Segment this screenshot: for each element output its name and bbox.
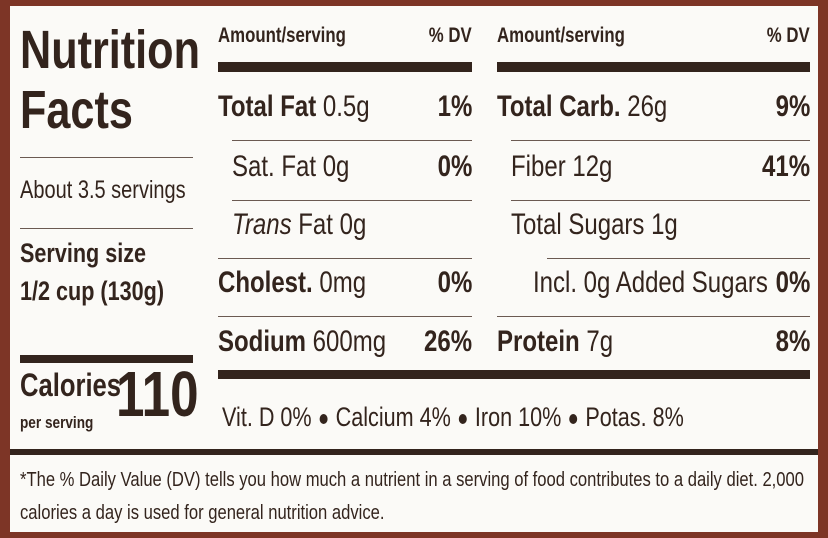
nutrient-amount: 600mg	[312, 325, 387, 358]
nutrient-row: Total Carb. 26g	[497, 90, 667, 124]
nutrient-name: Incl. 0g Added Sugars	[533, 266, 768, 299]
nutrient-row: Sat. Fat 0g	[232, 150, 349, 184]
nutrient-row: Protein 7g	[497, 325, 613, 359]
nutrient-name: Trans	[232, 208, 292, 241]
nutrient-row: Incl. 0g Added Sugars	[533, 266, 768, 300]
nutrient-amount: 0.5g	[322, 90, 370, 123]
nutrient-row: Sodium 600mg	[218, 325, 386, 359]
nutrient-row: Trans Fat 0g	[232, 208, 366, 242]
vitamin: Iron 10%	[474, 402, 562, 432]
nutrient-name: Total Sugars	[511, 208, 645, 241]
nutrient-name: Cholest.	[218, 266, 313, 299]
header-dv: % DV	[767, 24, 810, 47]
rule	[511, 200, 810, 201]
nutrient-dv: 41%	[761, 150, 810, 183]
rule	[497, 62, 810, 72]
rule	[547, 258, 810, 259]
header-amount: Amount/serving	[497, 24, 625, 47]
nutrient-amount: Fat 0g	[298, 208, 367, 241]
separator	[319, 413, 328, 424]
per-serving: per serving	[20, 413, 94, 432]
nutrient-amount: 26g	[627, 90, 668, 123]
header-amount: Amount/serving	[218, 24, 346, 47]
nutrient-dv: 8%	[775, 325, 810, 358]
footnote: *The % Daily Value (DV) tells you how mu…	[20, 469, 804, 524]
nutrient-amount: 12g	[572, 150, 613, 183]
rule	[218, 62, 472, 72]
nutrient-name: Total Carb.	[497, 90, 621, 123]
nutrient-row: Fiber 12g	[511, 150, 612, 184]
vitamin: Calcium 4%	[335, 402, 451, 432]
nutrient-name: Sodium	[218, 325, 306, 358]
calories: 110	[116, 358, 199, 430]
rule	[20, 355, 193, 363]
nutrient-amount: 0mg	[319, 266, 367, 299]
rule	[10, 449, 818, 455]
rule	[218, 370, 810, 379]
nutrient-dv: 9%	[775, 90, 810, 123]
rule	[20, 157, 193, 158]
separator	[569, 413, 578, 424]
servings: About 3.5 servings	[20, 176, 186, 204]
nutrient-amount: 1g	[651, 208, 678, 241]
title: Facts	[20, 80, 133, 140]
label-panel	[10, 6, 818, 532]
nutrient-dv: 26%	[423, 325, 472, 358]
vitamin: Potas. 8%	[585, 402, 684, 432]
nutrient-amount: 7g	[586, 325, 614, 358]
nutrient-dv: 0%	[437, 150, 472, 183]
nutrient-dv: 0%	[437, 266, 472, 299]
vitamin: Vit. D 0%	[222, 402, 312, 432]
nutrient-row: Total Fat 0.5g	[218, 90, 370, 124]
nutrient-row: Total Sugars 1g	[511, 208, 678, 242]
rule	[20, 228, 193, 229]
calories-label: Calories	[20, 367, 122, 403]
rule	[218, 316, 472, 317]
rule	[232, 140, 472, 141]
title: Nutrition	[20, 20, 200, 80]
nutrient-dv: 1%	[437, 90, 472, 123]
nutrient-row: Cholest. 0mg	[218, 266, 366, 300]
separator	[458, 413, 467, 424]
serving-size: 1/2 cup (130g)	[20, 276, 165, 306]
nutrient-name: Total Fat	[218, 90, 317, 123]
nutrient-name: Sat. Fat	[232, 150, 317, 183]
header-dv: % DV	[429, 24, 472, 47]
rule	[511, 140, 810, 141]
rule	[232, 200, 472, 201]
nutrient-name: Protein	[497, 325, 580, 358]
nutrient-name: Fiber	[511, 150, 566, 183]
nutrient-amount: 0g	[322, 150, 350, 183]
rule	[218, 258, 472, 259]
serving-size-label: Serving size	[20, 238, 147, 268]
rule	[497, 316, 810, 317]
vitamins: Vit. D 0% Calcium 4% Iron 10% Potas. 8%	[222, 402, 684, 433]
nutrient-dv: 0%	[775, 266, 810, 299]
